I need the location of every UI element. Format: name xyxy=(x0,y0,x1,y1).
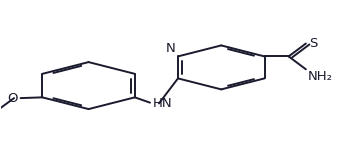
Text: N: N xyxy=(165,42,175,55)
Text: NH₂: NH₂ xyxy=(308,70,333,83)
Text: S: S xyxy=(309,37,317,50)
Text: HN: HN xyxy=(153,97,172,110)
Text: O: O xyxy=(8,92,18,105)
